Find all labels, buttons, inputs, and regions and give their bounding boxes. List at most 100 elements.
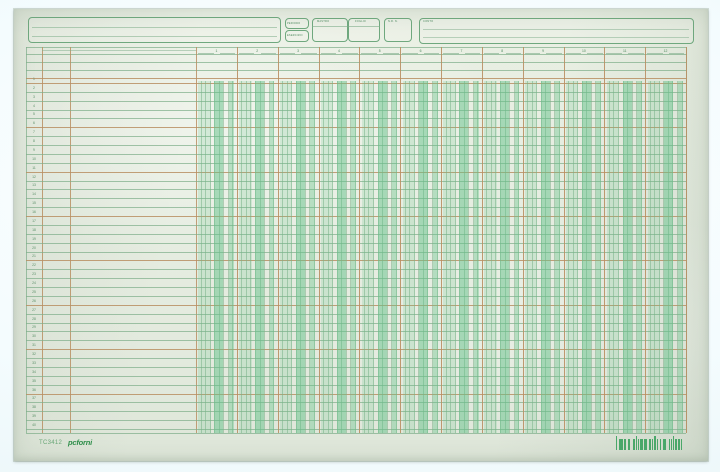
row-number: 38 [32, 405, 36, 409]
digit-shade-light [320, 81, 334, 433]
foglio-box-label: FOGLIO [355, 20, 366, 23]
digit-rule [568, 81, 569, 433]
row-rule [26, 385, 686, 386]
row-rule [26, 331, 686, 332]
row-number: 11 [32, 166, 36, 170]
digit-rule [613, 81, 615, 433]
digit-rule [264, 81, 266, 433]
digit-rule [450, 81, 452, 433]
column-head-rule-right [342, 53, 358, 54]
barcode-bar [629, 439, 631, 450]
digit-shade-light [239, 81, 252, 433]
digit-rule [549, 81, 551, 433]
digit-rule [595, 81, 597, 433]
column-head-rule-left [483, 53, 500, 54]
money-column-border [400, 47, 401, 433]
row-rule [26, 323, 686, 324]
barcode-bar [675, 439, 677, 450]
digit-shade-band [541, 81, 550, 433]
row-rule [26, 358, 686, 359]
esercizio-box-label: ESERCIZIO [287, 34, 303, 37]
column-number: 11 [622, 48, 627, 53]
grid-left-border [26, 47, 27, 433]
column-head-rule-right [301, 53, 317, 54]
barcode-bar [673, 436, 675, 450]
notes-box[interactable] [419, 18, 694, 44]
row-number: 27 [32, 308, 36, 312]
row-rule [26, 207, 686, 208]
row-number: 21 [32, 254, 36, 258]
periodo-box[interactable] [285, 18, 309, 29]
row-number: 5 [33, 112, 35, 116]
barcode-bar [635, 436, 637, 450]
digit-rule [241, 81, 243, 433]
digit-shade-light [606, 81, 620, 433]
barcode-bar [633, 439, 635, 450]
column-head-rule-left [279, 53, 296, 54]
column-head-rule-right [464, 53, 481, 54]
mastro-box[interactable] [312, 18, 348, 42]
digit-rule [268, 81, 270, 433]
row-number: 4 [33, 104, 35, 108]
digit-shade-band [663, 81, 673, 433]
barcode-bar [653, 436, 657, 450]
header-box-rule [348, 26, 380, 27]
column-number: 7 [460, 48, 463, 53]
column-head-rule-right [505, 53, 521, 54]
row-rule [26, 118, 686, 119]
foglio-box[interactable] [348, 18, 380, 42]
digit-rule [368, 81, 370, 433]
digit-rule [590, 81, 592, 433]
row-number: 1 [33, 77, 35, 81]
row-number: 36 [32, 388, 36, 392]
digit-rule [649, 81, 651, 433]
header-band-rule [26, 54, 686, 55]
digit-shade-band-2 [392, 81, 397, 433]
digit-shade-band-2 [555, 81, 561, 433]
title-box[interactable] [28, 17, 281, 43]
digit-rule [445, 81, 447, 433]
row-rule [26, 420, 686, 421]
ledger-sheet: 1 2 3 4 5 6 7 8 9 10 11 12 13 14 15 16 17 18 19 20 21 22 23 24 2… [14, 9, 708, 461]
numero-box[interactable] [384, 18, 412, 42]
digit-rule [658, 81, 660, 433]
barcode-bar [668, 439, 670, 450]
barcode-bar [677, 439, 681, 450]
row-number: 23 [32, 272, 36, 276]
column-head-rule-left [565, 53, 581, 54]
column-head-rule-right [423, 53, 440, 54]
row-rule [26, 154, 686, 155]
row-number: 29 [32, 325, 36, 329]
numero-box-label: N.R. N. [388, 20, 398, 23]
digit-rule [681, 81, 683, 433]
digit-rule [227, 81, 229, 433]
row-rule [26, 287, 686, 288]
column-number: 6 [419, 48, 422, 53]
row-rule [26, 243, 686, 244]
row-number: 18 [32, 228, 36, 232]
barcode-bar [620, 439, 624, 450]
digit-shade-band-2 [228, 81, 234, 433]
digit-shade-light [361, 81, 375, 433]
row-rule [26, 198, 686, 199]
row-number: 35 [32, 379, 36, 383]
mastro-box-label: MASTRO [317, 20, 330, 23]
digit-rule [245, 81, 247, 433]
digit-rule [395, 81, 397, 433]
digit-rule [386, 81, 388, 433]
row-rule [26, 172, 686, 173]
money-column-border [482, 47, 483, 433]
digit-rule [454, 81, 456, 433]
digit-rule [282, 81, 284, 433]
row-rule [26, 402, 686, 403]
periodo-box-label: PERIODO [287, 21, 301, 25]
esercizio-box[interactable] [285, 30, 309, 42]
title-box-rule [32, 36, 277, 37]
row-number: 39 [32, 414, 36, 418]
digit-shade-band-2 [637, 81, 642, 433]
row-rule [26, 349, 686, 350]
digit-shade-light [198, 81, 211, 433]
description-divider [196, 47, 197, 433]
digit-rule [518, 81, 520, 433]
